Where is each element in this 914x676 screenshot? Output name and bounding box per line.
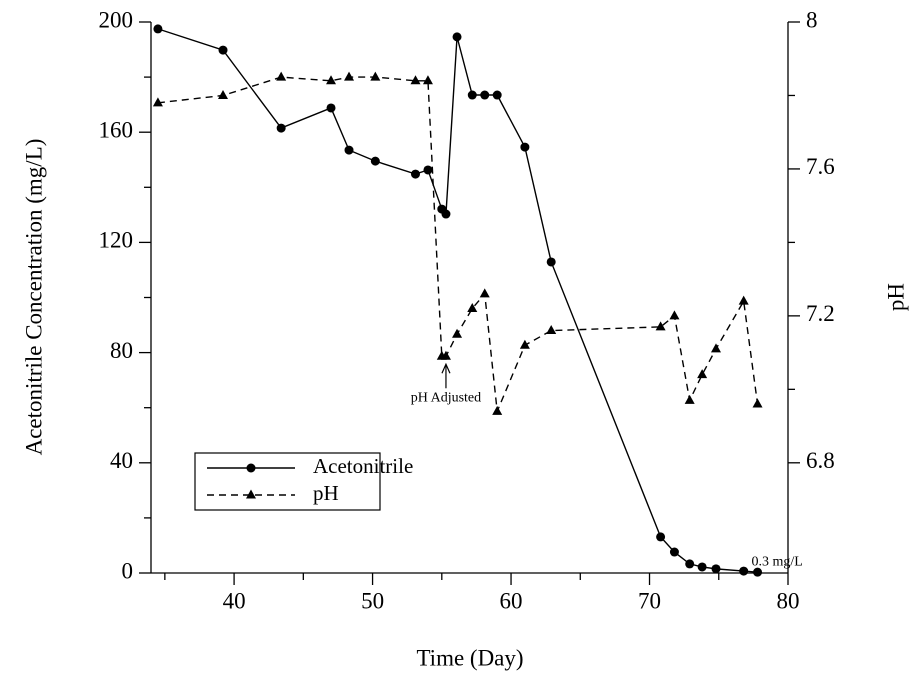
series-line — [157, 76, 759, 412]
legend-box — [194, 452, 381, 511]
point — [152, 97, 163, 107]
point — [685, 559, 695, 569]
point — [276, 123, 286, 133]
x-tick-label: 50 — [361, 588, 384, 613]
point — [410, 75, 421, 85]
point — [326, 75, 337, 85]
y-tick-label: 200 — [99, 7, 134, 32]
y-tick-label: 80 — [110, 338, 133, 363]
point — [441, 209, 451, 219]
point — [697, 562, 707, 572]
y-axis-title: Acetonitrile Concentration (mg/L) — [21, 139, 46, 456]
point — [519, 339, 530, 349]
point — [218, 45, 228, 55]
point — [684, 394, 695, 404]
y2-tick-label: 8 — [806, 7, 818, 32]
point — [480, 90, 490, 100]
legend-marker — [246, 489, 256, 499]
y2-axis-title: pH — [883, 283, 908, 311]
point — [655, 321, 666, 331]
point — [479, 288, 490, 298]
point — [276, 71, 287, 81]
y-tick-label: 0 — [122, 558, 134, 583]
point — [218, 89, 229, 99]
point — [452, 32, 462, 42]
point — [467, 303, 478, 313]
y2-tick-label: 6.8 — [806, 448, 835, 473]
point — [326, 103, 336, 113]
point — [452, 328, 463, 338]
point — [492, 90, 502, 100]
y2-tick-label: 7.6 — [806, 154, 835, 179]
point — [344, 71, 355, 81]
annotation-arrowhead — [441, 362, 451, 374]
legend-label: pH — [313, 481, 339, 505]
y2-tick-label: 7.2 — [806, 301, 835, 326]
point — [423, 165, 433, 175]
x-tick-label: 70 — [638, 588, 661, 613]
x-tick-label: 40 — [223, 588, 246, 613]
point — [546, 257, 556, 267]
point — [710, 343, 721, 353]
annotation: 0.3 mg/L — [752, 554, 803, 569]
point — [711, 564, 721, 574]
point — [344, 145, 354, 155]
point — [440, 350, 451, 360]
y-tick-label: 160 — [99, 117, 134, 142]
point — [752, 398, 763, 408]
point — [410, 169, 420, 179]
point — [370, 156, 380, 166]
point — [697, 369, 708, 379]
y-tick-label: 120 — [99, 228, 134, 253]
point — [153, 24, 163, 34]
x-axis-title: Time (Day) — [416, 645, 523, 670]
x-tick-label: 80 — [777, 588, 800, 613]
point — [467, 90, 477, 100]
point — [546, 325, 557, 335]
annotation: pH Adjusted — [411, 390, 481, 405]
point — [370, 71, 381, 81]
point — [422, 75, 433, 85]
point — [669, 547, 679, 557]
point — [656, 532, 666, 542]
point — [753, 567, 763, 577]
legend-marker — [246, 463, 256, 473]
y-tick-label: 40 — [110, 448, 133, 473]
point — [739, 566, 749, 576]
x-tick-label: 60 — [500, 588, 523, 613]
legend-label: Acetonitrile — [313, 454, 413, 478]
point — [520, 142, 530, 152]
point — [669, 310, 680, 320]
point — [738, 295, 749, 305]
point — [492, 405, 503, 415]
